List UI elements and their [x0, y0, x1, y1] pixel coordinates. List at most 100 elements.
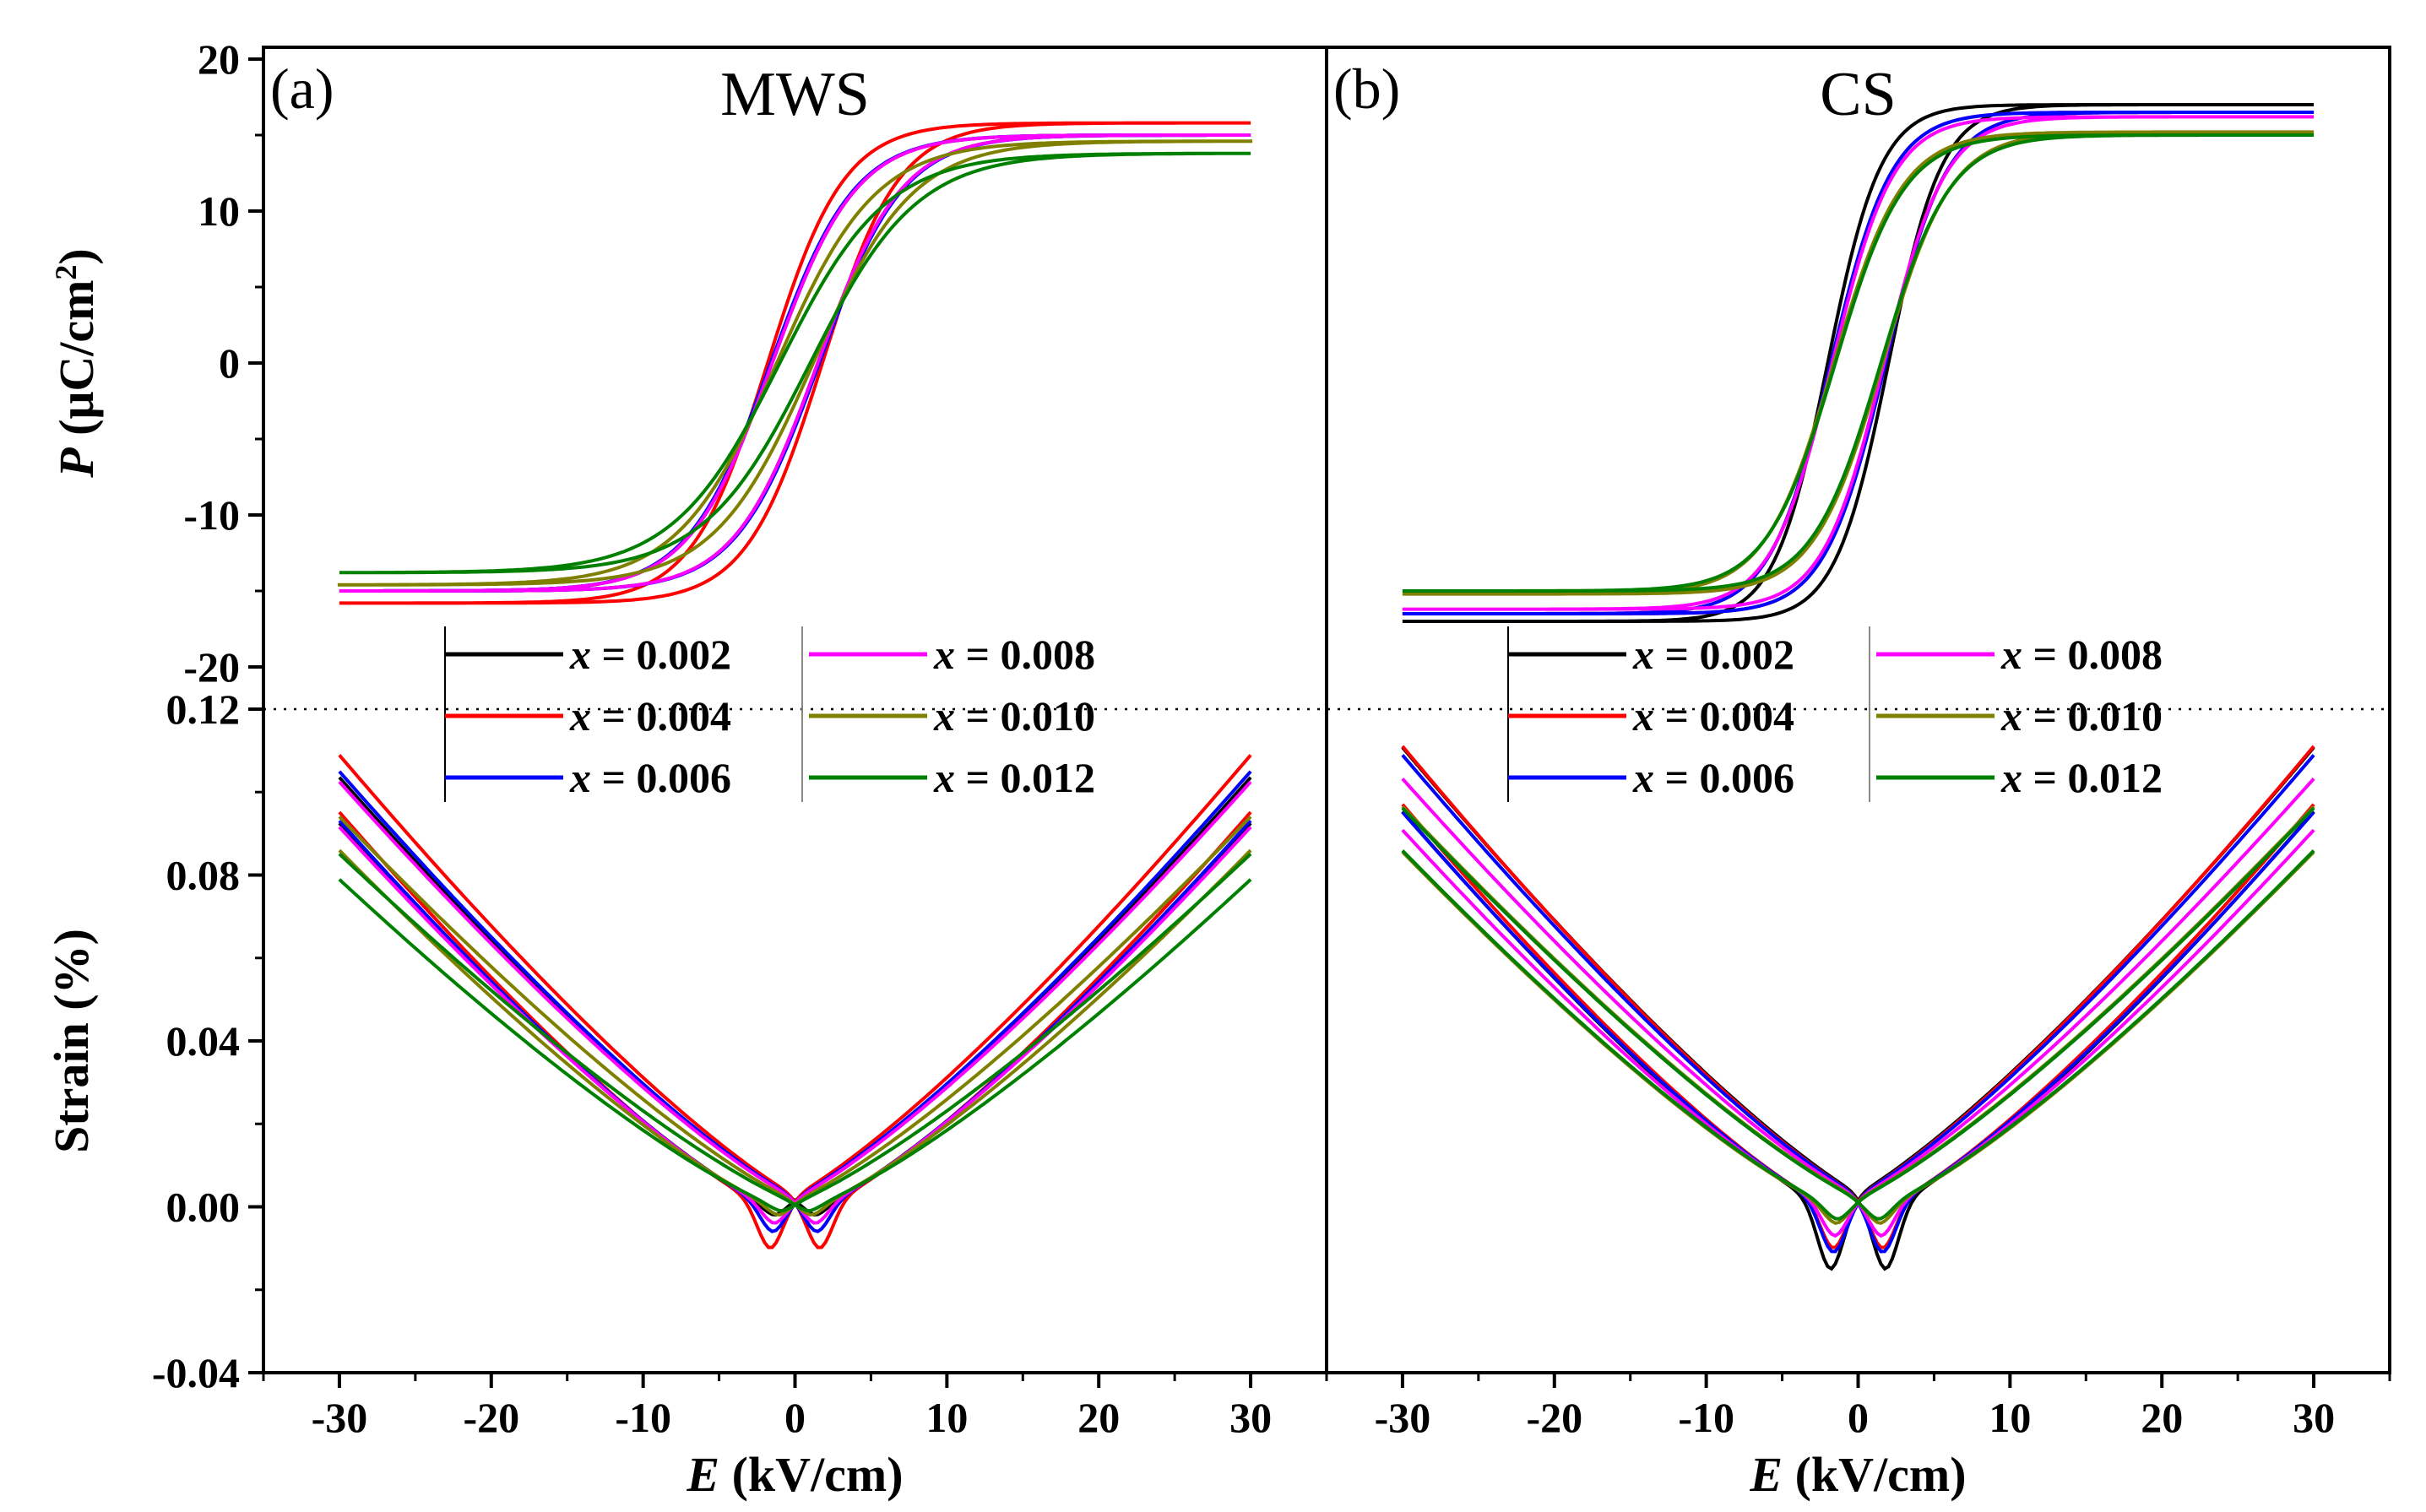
legend-label: x = 0.002: [1632, 631, 1794, 678]
strain-curve-down-b-x0.010: [1401, 805, 2315, 1226]
pe-loop-b-x0.010: [1402, 130, 2315, 596]
legend-label: x = 0.008: [2000, 631, 2163, 678]
legend-label-symbol: x: [1632, 754, 1654, 801]
p-axis-tick-label: 10: [198, 187, 240, 235]
pe-loop-b-x0.008: [1402, 115, 2315, 611]
legend-label: x = 0.004: [1632, 692, 1794, 740]
p-axis-title-sup: 2: [49, 265, 83, 280]
legend-label-value: = 0.008: [2022, 631, 2163, 678]
x-axis-tick-label: -20: [463, 1394, 519, 1441]
x-axis-title: E (kV/cm): [1749, 1447, 1966, 1502]
x-axis-title-unit: (kV/cm): [1783, 1447, 1966, 1502]
legend-label: x = 0.010: [933, 692, 1095, 740]
x-axis-tick-label: -20: [1526, 1394, 1582, 1441]
strain-curve-down-b-x0.012: [1401, 806, 2315, 1221]
x-axis-tick-label: 0: [784, 1394, 806, 1441]
legend-label-value: = 0.004: [591, 692, 731, 740]
legend-label-value: = 0.002: [591, 631, 731, 678]
x-axis-tick-label: -10: [615, 1394, 671, 1441]
panel-label-a: (a): [270, 57, 334, 121]
p-axis-title: P (μC/cm2): [49, 248, 104, 479]
legend-label-value: = 0.010: [955, 692, 1095, 740]
strain-curve-down-b-x0.008: [1401, 778, 2315, 1238]
pe-loop-a-x0.008: [339, 133, 1251, 593]
legend-label: x = 0.004: [569, 692, 731, 740]
panel-title-b: CS: [1820, 60, 1897, 129]
legend-label-value: = 0.010: [2022, 692, 2163, 740]
x-axis-title-symbol: E: [1749, 1447, 1783, 1502]
legend-label-symbol: x: [2000, 631, 2022, 678]
strain-curve-down-a-x0.012: [338, 853, 1252, 1213]
legend-label-symbol: x: [1632, 692, 1654, 740]
x-axis-title-symbol: E: [686, 1447, 719, 1502]
p-axis-title-unit: (μC/cm: [49, 280, 104, 448]
strain-axis-tick-label: 0.00: [166, 1184, 241, 1231]
legend-label-value: = 0.006: [591, 754, 731, 801]
x-axis-tick-label: 10: [925, 1394, 968, 1441]
legend-label-value: = 0.012: [955, 754, 1095, 801]
strain-curve-up-b-x0.008: [1401, 778, 2315, 1238]
legend-label-symbol: x: [2000, 754, 2022, 801]
pe-loop-b-x0.004: [1402, 111, 2315, 615]
legend-label-value: = 0.004: [1654, 692, 1794, 740]
strain-curve-up-b-x0.010: [1401, 805, 2315, 1226]
panel-label-b: (b): [1333, 57, 1400, 121]
strain-curve-down-a-x0.002: [338, 776, 1252, 1217]
legend-label-symbol: x: [1632, 631, 1654, 678]
legend-label-value: = 0.008: [955, 631, 1095, 678]
pe-loop-a-x0.002: [339, 133, 1251, 593]
p-axis-tick-label: 0: [219, 339, 240, 387]
strain-curve-down-b-x0.004: [1401, 745, 2315, 1249]
legend-label-value: = 0.002: [1654, 631, 1794, 678]
legend-label: x = 0.008: [933, 631, 1095, 678]
series-layer: [337, 103, 2315, 1271]
legend-label: x = 0.002: [569, 631, 731, 678]
strain-curve-up-b-x0.004: [1401, 745, 2315, 1249]
strain-axis-title: Strain (%): [44, 929, 99, 1153]
legend-label: x = 0.012: [933, 754, 1095, 801]
x-axis-tick-label: 0: [1848, 1394, 1869, 1441]
strain-curve-up-a-x0.002: [338, 776, 1252, 1217]
pe-loop-b-x0.002: [1402, 103, 2315, 623]
legend-label-symbol: x: [569, 754, 591, 801]
p-axis-title-symbol: P: [49, 447, 104, 479]
pe-loop-a-x0.012: [339, 151, 1251, 575]
pe-loop-a-x0.010: [337, 139, 1253, 587]
x-axis-title-unit: (kV/cm): [719, 1447, 903, 1502]
x-axis-tick-label: -10: [1678, 1394, 1734, 1441]
p-axis-tick-label: -10: [183, 491, 240, 539]
legend-label-symbol: x: [2000, 692, 2022, 740]
legend-label-symbol: x: [933, 692, 955, 740]
strain-curve-up-b-x0.012: [1401, 806, 2315, 1221]
strain-curve-up-a-x0.010: [338, 816, 1252, 1217]
x-axis-tick-label: -30: [1375, 1394, 1431, 1441]
p-axis-tick-label: 20: [198, 35, 240, 83]
legend-label: x = 0.012: [2000, 754, 2163, 801]
strain-axis-tick-label: 0.04: [166, 1017, 241, 1065]
pe-loop-a-x0.006: [339, 133, 1251, 593]
strain-curve-up-b-x0.002: [1401, 746, 2315, 1271]
p-axis-title-close: ): [49, 248, 104, 264]
pe-loop-a-x0.004: [339, 121, 1251, 605]
x-axis-tick-label: 10: [1989, 1394, 2031, 1441]
p-axis-tick-label: -20: [183, 643, 240, 691]
axes-layer: [248, 46, 2391, 1388]
strain-curve-down-b-x0.006: [1401, 754, 2315, 1254]
legend-label-symbol: x: [933, 631, 955, 678]
pe-loop-b-x0.006: [1402, 111, 2315, 615]
legend-label-symbol: x: [933, 754, 955, 801]
strain-axis-tick-label: 0.08: [166, 852, 241, 899]
legend-label: x = 0.006: [1632, 754, 1794, 801]
legend-label-value: = 0.012: [2022, 754, 2163, 801]
strain-axis-tick-label: -0.04: [152, 1349, 240, 1396]
x-axis-tick-label: 20: [2141, 1394, 2183, 1441]
strain-curve-down-b-x0.002: [1401, 746, 2315, 1271]
panel-title-a: MWS: [720, 60, 870, 129]
x-axis-tick-label: -30: [312, 1394, 368, 1441]
x-axis-tick-label: 30: [2293, 1394, 2335, 1441]
x-axis-tick-label: 20: [1077, 1394, 1120, 1441]
legend-label-symbol: x: [569, 631, 591, 678]
legend-label: x = 0.006: [569, 754, 731, 801]
